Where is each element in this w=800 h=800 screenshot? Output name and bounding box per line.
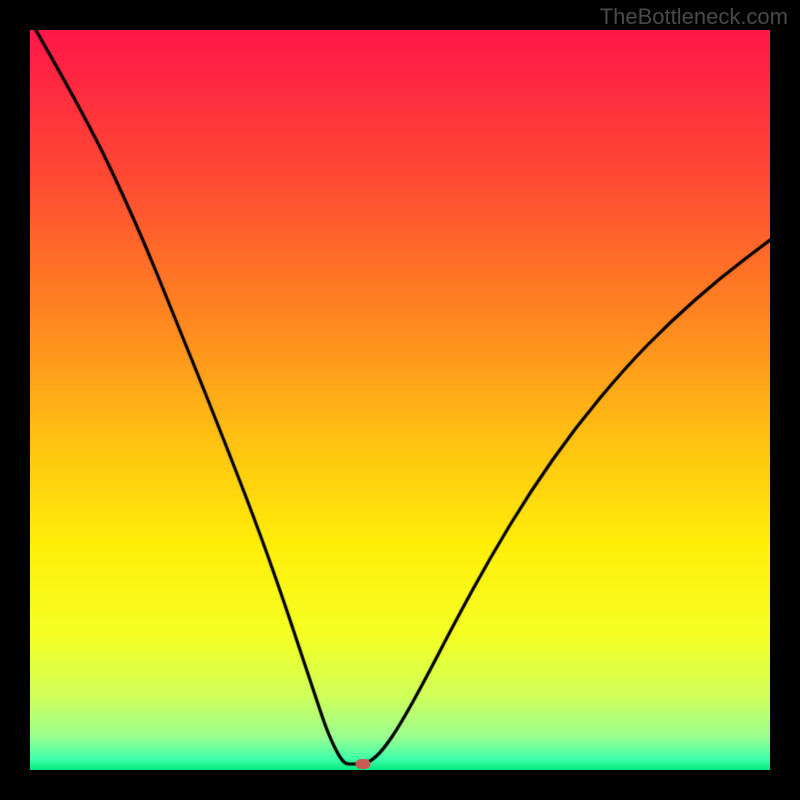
plot-area xyxy=(30,30,770,770)
bottleneck-curve xyxy=(30,30,770,770)
optimal-marker xyxy=(356,759,371,769)
watermark-text: TheBottleneck.com xyxy=(600,4,788,30)
